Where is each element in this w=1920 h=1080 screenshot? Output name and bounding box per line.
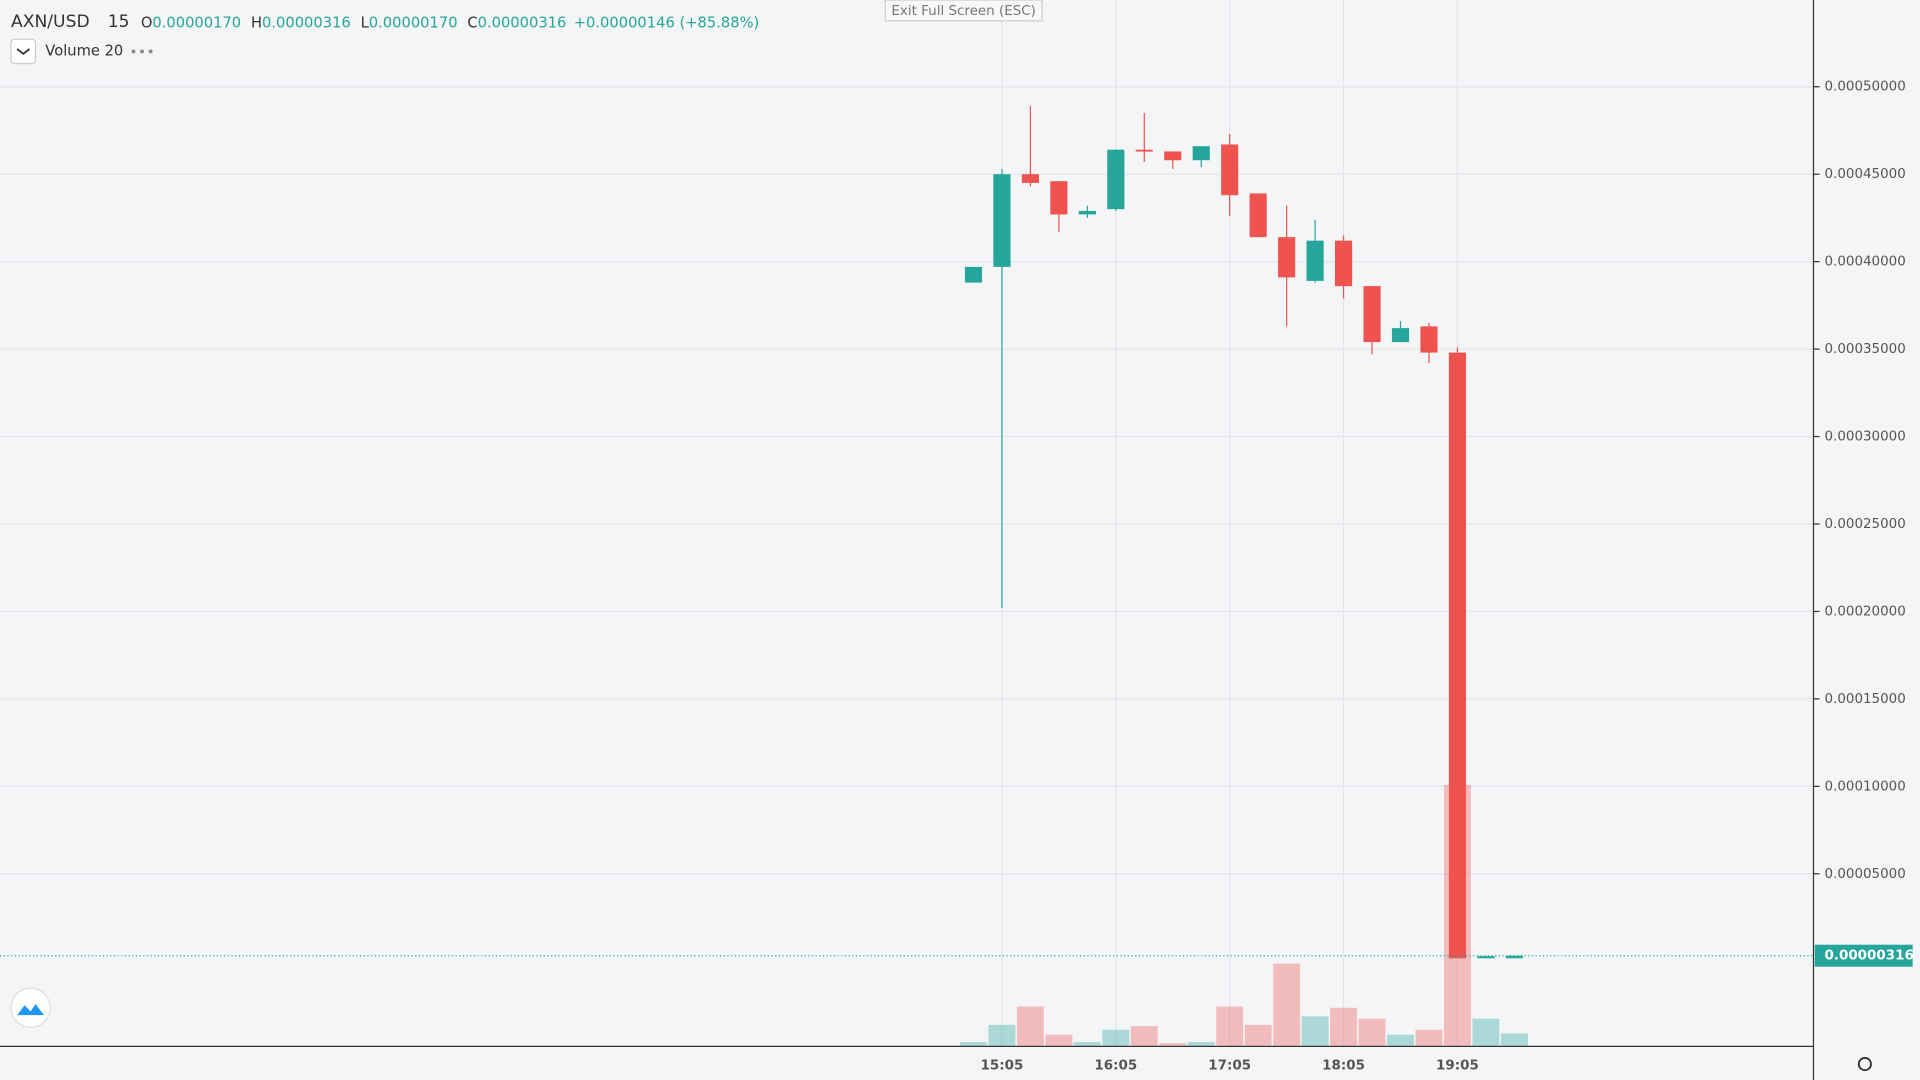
ohlc-value: 0.00000316 [262,14,351,31]
y-tick-label: 0.00045000 [1824,167,1905,182]
volume-bar [1415,1029,1443,1046]
exit-fullscreen-button[interactable] [884,0,1043,22]
candle-body [1164,151,1182,161]
ohlc-key: L [361,14,370,31]
y-tick-label: 0.00020000 [1824,604,1905,619]
candle-body [1335,240,1353,287]
candle-body [1278,237,1296,278]
x-tick-label: 15:05 [981,1058,1024,1073]
candle-body [1221,144,1239,196]
y-tick-label: 0.00035000 [1824,342,1905,357]
volume-bar [1301,1016,1329,1046]
change: +0.00000146 (+85.88%) [574,14,760,31]
volume-bar [1016,1006,1044,1046]
volume-bar [1073,1042,1101,1046]
candle-body [993,174,1011,267]
candle-body [1420,326,1438,353]
symbol: AXN/USD [11,12,90,32]
y-tick-label: 0.00030000 [1824,430,1905,445]
volume-bar [1358,1018,1386,1046]
candle-body [1192,146,1210,161]
settings-button[interactable] [1857,1057,1872,1072]
volume-bar [1330,1007,1358,1046]
candle-body [1107,149,1125,210]
last-price-box [1814,944,1913,967]
ohlc-key: H [251,14,262,31]
candle-body [1363,286,1381,343]
interval: 15 [108,12,130,32]
x-tick-label: 16:05 [1094,1058,1137,1073]
candle-body [1448,352,1467,959]
candle-body [1249,193,1267,238]
candle-body [1306,240,1324,281]
logo-icon [17,1004,45,1016]
ohlc-key: C [467,14,477,31]
ohlc-value: 0.00000316 [478,14,567,31]
more-icon[interactable] [131,49,153,54]
volume-bar [1045,1034,1073,1046]
volume-bar [1500,1033,1528,1046]
volume-bar [1159,1043,1187,1046]
y-tick-label: 0.00040000 [1824,255,1905,270]
axes: 0.00005000 0.00010000 0.00015000 0.00020000… [0,80,1914,1073]
x-tick-label: 19:05 [1436,1058,1479,1073]
y-tick-label: 0.00010000 [1824,779,1905,794]
candle-body [1078,210,1096,215]
indicator-label[interactable]: Volume 20 [45,42,123,59]
candle-body [1021,174,1039,183]
candle-body [964,266,983,283]
candle-body [1391,328,1410,343]
volume-bar [1102,1029,1130,1046]
last-price-label: 0.00000316 [1824,949,1913,964]
volume-bar [1130,1026,1158,1046]
collapse-button[interactable] [10,38,37,65]
volume-bar [1244,1024,1272,1046]
volume-bar [1472,1018,1500,1046]
candle-body [1477,956,1495,959]
y-tick-label: 0.00005000 [1824,867,1905,882]
candle-body [1505,955,1523,959]
x-tick-label: 18:05 [1322,1058,1365,1073]
ohlc-value: 0.00000170 [152,14,241,31]
chevron-icon [16,48,30,56]
volume-bar [1273,963,1301,1046]
ohlc-legend: O0.00000170 H0.00000316 L0.00000170 C0.0000… [141,14,759,31]
volume-bar [1387,1034,1414,1046]
exit-fullscreen-label: Exit Full Screen (ESC) [891,4,1036,19]
x-tick-label: 17:05 [1208,1058,1251,1073]
y-tick-label: 0.00025000 [1824,517,1905,532]
volume-bar [960,1042,987,1046]
volume-bar [1216,1006,1244,1046]
candle-body [1135,149,1153,152]
volume-bar [988,1024,1016,1046]
candles [964,105,1523,959]
ohlc-value: 0.00000170 [369,14,458,31]
ohlc-key: O [141,14,153,31]
candle-body [1050,181,1068,215]
y-tick-label: 0.00015000 [1824,692,1905,707]
y-tick-label: 0.00050000 [1824,80,1905,95]
logo-button[interactable] [10,987,51,1028]
volume-bar [1187,1042,1215,1046]
